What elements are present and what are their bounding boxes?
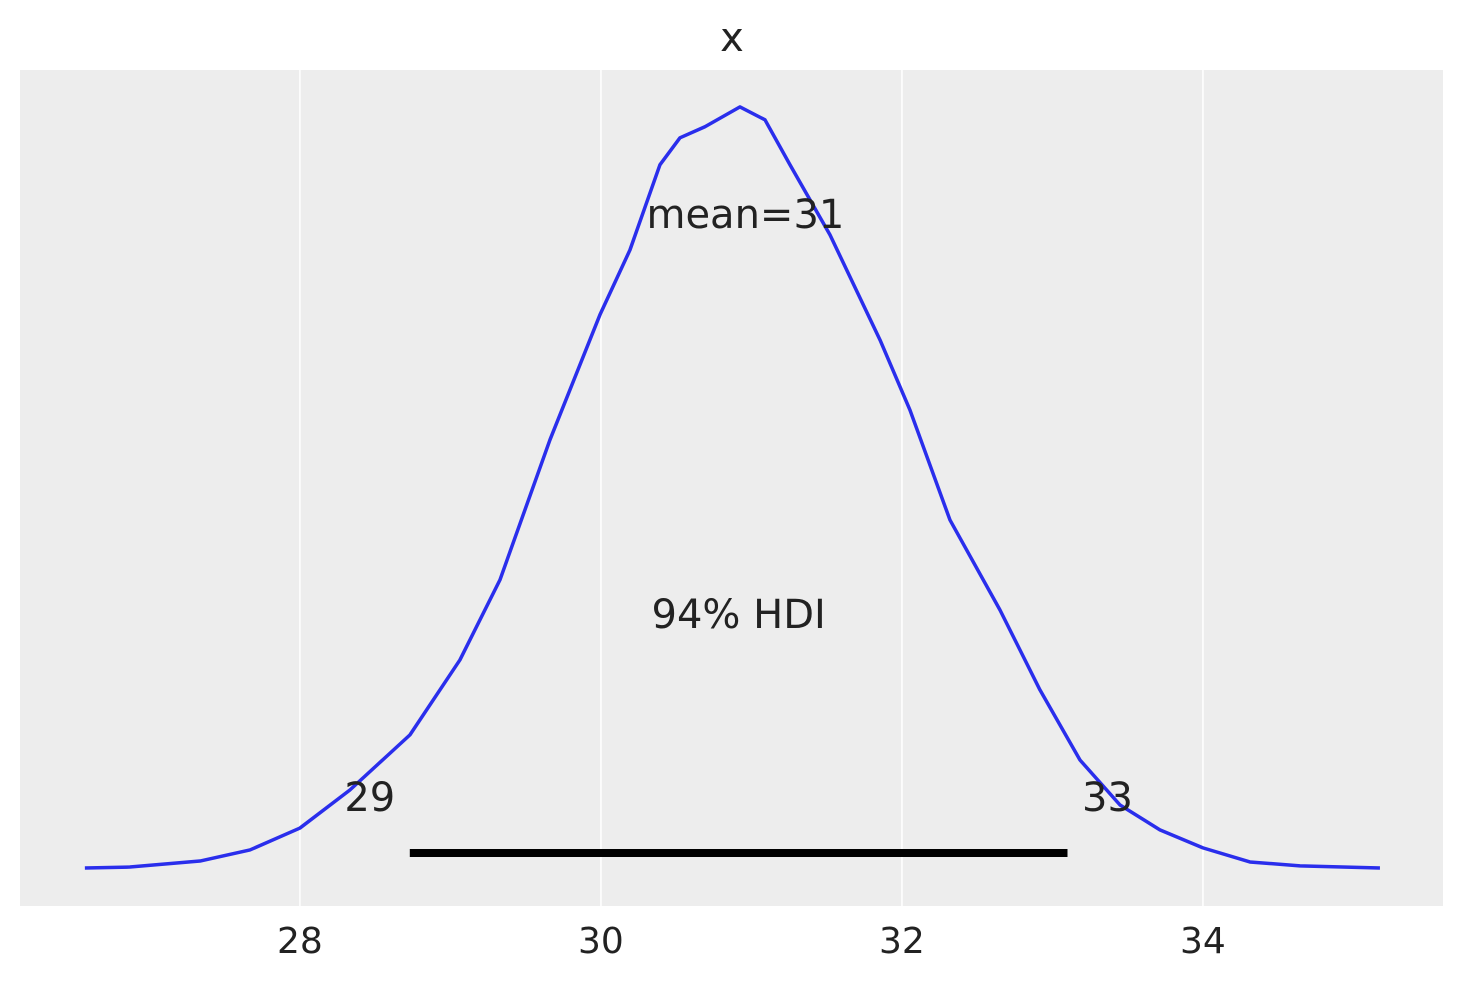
x-tick-label: 34	[1180, 921, 1226, 962]
mean-label: mean=31	[646, 192, 844, 238]
x-tick-label: 32	[879, 921, 925, 962]
hdi-value-label: 33	[1082, 775, 1133, 821]
density-line	[84, 105, 1380, 870]
hdi-value-label: 29	[344, 775, 395, 821]
x-tick-label: 28	[277, 921, 323, 962]
x-tick-label: 30	[578, 921, 624, 962]
hdi-label: 94% HDI	[652, 592, 826, 638]
chart-title: x	[720, 15, 744, 61]
plot-area	[20, 70, 1443, 906]
